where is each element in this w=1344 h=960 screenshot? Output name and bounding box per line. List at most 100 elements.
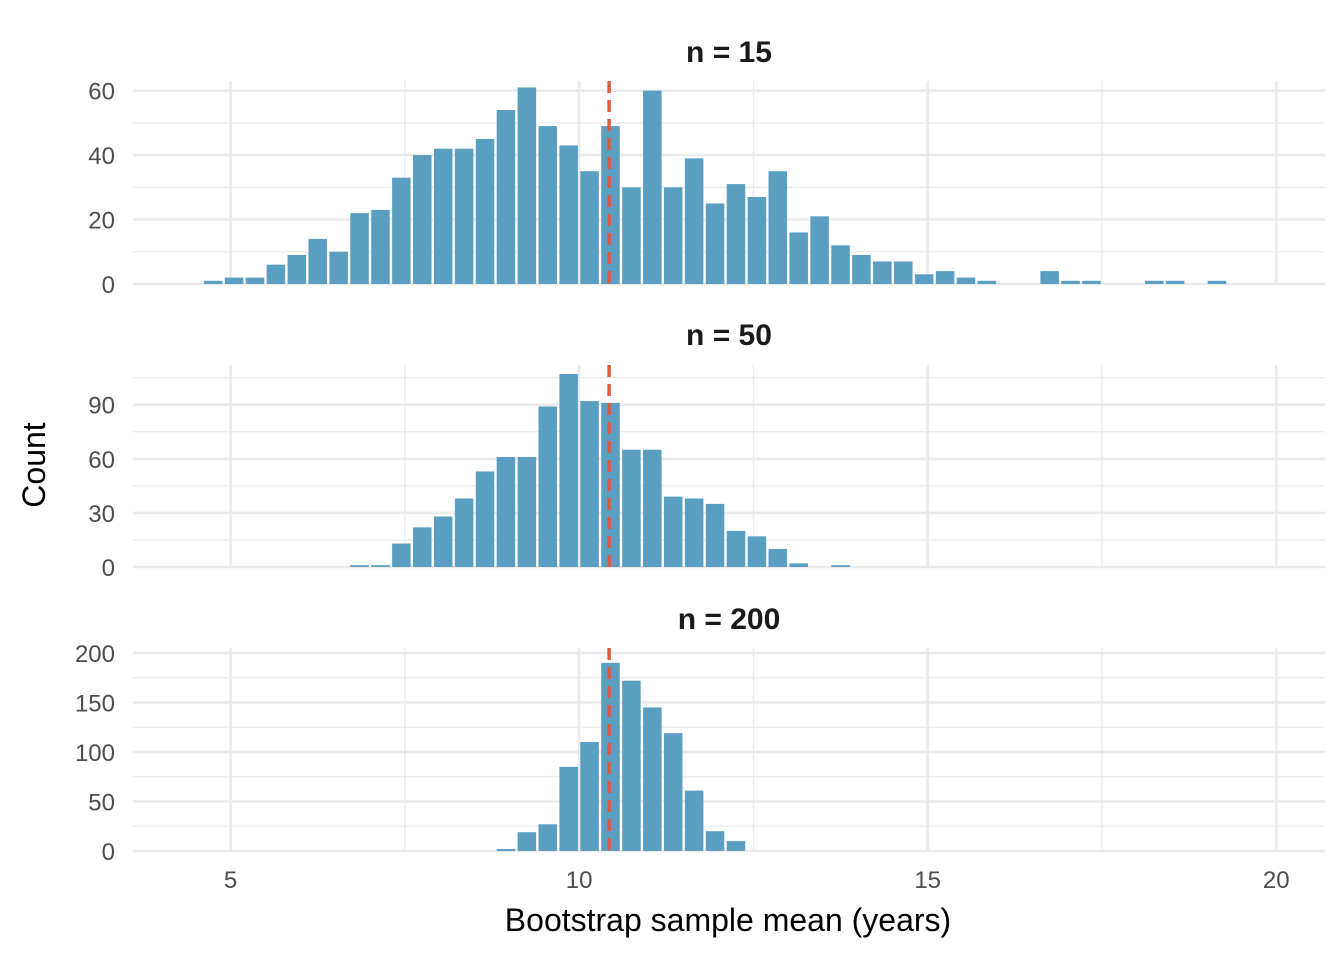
x-tick-label: 15: [914, 867, 941, 894]
histogram-bar: [287, 255, 307, 284]
panel-3: 0 50 100 150 200 n = 200: [75, 603, 1325, 866]
histogram-bar: [747, 197, 767, 284]
histogram-bar: [935, 271, 955, 284]
histogram-bar: [538, 406, 558, 567]
histogram-bar: [475, 139, 495, 284]
histogram-bar: [1061, 280, 1080, 284]
histogram-bar: [622, 680, 641, 851]
histogram-bar: [371, 209, 390, 284]
histogram-bar: [726, 841, 746, 851]
histogram-bar: [705, 203, 725, 284]
y-axis-title: Count: [16, 422, 52, 508]
histogram-bar: [433, 148, 453, 284]
histogram-bar: [538, 126, 558, 284]
histogram-bar: [413, 155, 432, 284]
histogram-bar: [914, 274, 934, 284]
histogram-bar: [643, 449, 662, 567]
x-tick-labels: 5 10 15 20: [224, 867, 1290, 894]
histogram-bar: [977, 280, 997, 284]
histogram-bar: [601, 662, 620, 851]
histogram-bar: [1082, 280, 1101, 284]
histogram-bar: [684, 498, 704, 567]
panel-title: n = 15: [686, 36, 772, 69]
histogram-bar: [266, 264, 286, 284]
histogram-bar: [475, 471, 495, 567]
histogram-bar: [350, 213, 369, 284]
histogram-bar: [810, 216, 829, 284]
panel-title: n = 50: [686, 319, 772, 352]
histogram-bar: [454, 498, 474, 567]
histogram-bar: [768, 171, 788, 284]
histogram-bar: [831, 245, 850, 284]
histogram-bar: [747, 536, 767, 567]
histogram-bar: [496, 456, 516, 567]
histogram-bar: [622, 187, 641, 284]
y-tick-label: 0: [102, 555, 115, 582]
x-tick-label: 5: [224, 867, 237, 894]
histogram-bar: [454, 148, 474, 284]
histogram-bar: [517, 87, 537, 284]
histogram-bar: [663, 496, 683, 567]
histogram-bar: [559, 766, 578, 851]
histogram-bar: [517, 832, 537, 851]
histogram-bar: [580, 742, 599, 851]
histogram-bar: [433, 516, 453, 567]
histogram-bar: [580, 171, 599, 284]
histogram-bar: [873, 261, 892, 284]
histogram-bar: [663, 733, 683, 851]
histogram-bar: [496, 849, 516, 851]
histogram-bar: [559, 145, 578, 284]
histogram-bar: [643, 707, 662, 851]
histogram-bar: [789, 232, 808, 284]
histogram-bar: [622, 449, 641, 567]
histogram-bar: [1165, 280, 1185, 284]
histogram-bar: [726, 184, 746, 284]
y-tick-label: 30: [88, 501, 115, 528]
histogram-bar: [517, 456, 537, 567]
y-tick-label: 90: [88, 393, 115, 420]
x-tick-label: 20: [1263, 867, 1290, 894]
histogram-bar: [684, 790, 704, 851]
panel-1: 0 20 40 60 n = 15: [88, 36, 1325, 299]
histogram-bar: [308, 238, 327, 284]
histogram-bar: [831, 565, 850, 567]
histogram-bar: [768, 548, 788, 567]
histogram-bar: [245, 277, 265, 284]
y-tick-label: 60: [88, 79, 115, 106]
histogram-bar: [1144, 280, 1164, 284]
histogram-bar: [789, 563, 808, 567]
x-axis-title: Bootstrap sample mean (years): [505, 902, 951, 938]
y-tick-label: 150: [75, 690, 115, 717]
histogram-bar: [392, 543, 411, 567]
panels-layer: 0 20 40 60 n = 15 0 30 60 90 n = 50 0 50 100 150 200 n …: [75, 36, 1325, 866]
panel-2: 0 30 60 90 n = 50: [88, 319, 1325, 582]
y-tick-label: 0: [102, 839, 115, 866]
x-tick-label: 10: [566, 867, 593, 894]
histogram-bar: [496, 110, 516, 284]
histogram-bar: [956, 277, 976, 284]
histogram-bar: [663, 187, 683, 284]
histogram-bar: [392, 177, 411, 284]
histogram-bar: [559, 374, 578, 567]
panel-title: n = 200: [678, 603, 781, 636]
histogram-bar: [350, 565, 369, 567]
histogram-bar: [643, 90, 662, 285]
histogram-bar: [580, 401, 599, 567]
histogram-bar: [413, 527, 432, 567]
y-tick-label: 100: [75, 740, 115, 767]
y-tick-label: 40: [88, 143, 115, 170]
histogram-bar: [852, 255, 871, 284]
y-tick-label: 200: [75, 641, 115, 668]
histogram-bar: [894, 261, 913, 284]
histogram-bar: [329, 251, 348, 284]
y-tick-label: 20: [88, 208, 115, 235]
y-tick-label: 60: [88, 447, 115, 474]
histogram-bar: [538, 824, 558, 851]
histogram-bar: [705, 503, 725, 567]
histogram-bar: [203, 280, 223, 284]
histogram-bar: [684, 158, 704, 284]
y-tick-label: 0: [102, 272, 115, 299]
y-tick-label: 50: [88, 789, 115, 816]
